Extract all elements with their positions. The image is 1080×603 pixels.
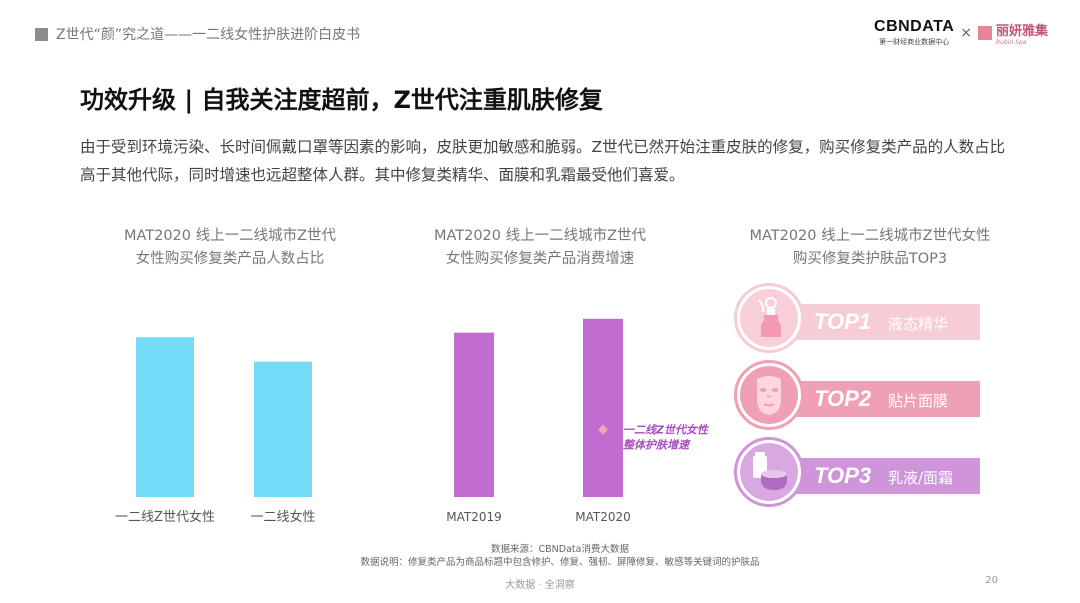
- data-note: 数据说明：修复类产品为商品标题中包含修护、修复、强韧、屏障修复、敏感等关键词的护…: [360, 557, 760, 568]
- serum-bottle-icon: [758, 297, 781, 337]
- chart1-bar-2: [254, 361, 312, 497]
- page-title: 功效升级 | 自我关注度超前，Z世代注重肌肤修复: [80, 86, 603, 114]
- square-bullet-icon: [35, 27, 48, 41]
- rank-circle: [734, 437, 804, 507]
- chart2-marker-label: 整体护肤增速: [623, 439, 691, 452]
- chart3-title: MAT2020 线上一二线城市Z世代女性 购买修复类护肤品TOP3: [749, 228, 991, 267]
- cbndata-logo-subtext: 第一财经商业数据中心: [879, 38, 950, 46]
- chart2-marker-label: 一二线Z世代女性: [623, 424, 710, 437]
- breadcrumb: Z世代“颜”究之道——一二线女性护肤进阶白皮书: [56, 27, 361, 43]
- chart2-bar-1: [454, 332, 494, 497]
- rank-label: TOP2: [814, 386, 872, 411]
- chart2-bar-2: [583, 318, 623, 497]
- rank-circle: [734, 360, 804, 430]
- chart2-growth-marker: [598, 424, 608, 435]
- chart1-category-label: 一二线女性: [250, 509, 315, 525]
- rank-label: TOP3: [814, 463, 872, 488]
- rank-item-top2: TOP2 贴片面膜: [734, 360, 984, 430]
- page-number: 20: [985, 575, 998, 586]
- cream-jar-icon: [753, 452, 787, 490]
- page-description: 由于受到环境污染、长时间佩戴口罩等因素的影响，皮肤更加敏感和脆弱。Z世代已然开始…: [80, 138, 1006, 184]
- logo-group: CBNDATA 第一财经商业数据中心 × 丽妍雅集 Rubin Spa: [874, 18, 1048, 47]
- face-mask-icon: [757, 376, 781, 415]
- lyj-logo: 丽妍雅集 Rubin Spa: [977, 20, 1048, 46]
- breadcrumb-bar: Z世代“颜”究之道——一二线女性护肤进阶白皮书: [35, 24, 360, 44]
- logo-separator: ×: [960, 24, 972, 41]
- lyj-logo-mark-icon: [977, 25, 992, 40]
- rank-product-name: 液态精华: [888, 315, 949, 333]
- chart2-category-label: MAT2019: [446, 510, 502, 524]
- lyj-logo-subtext: Rubin Spa: [995, 38, 1027, 46]
- rank-item-top1: TOP1 液态精华: [734, 283, 984, 353]
- cbndata-logo: CBNDATA 第一财经商业数据中心: [874, 18, 954, 47]
- data-source: 数据来源：CBNData消费大数据: [491, 544, 629, 555]
- rank-circle: [734, 283, 804, 353]
- rank-product-name: 乳液/面霜: [888, 469, 954, 487]
- chart1-bar-1: [136, 337, 194, 497]
- lyj-logo-text: 丽妍雅集: [995, 23, 1048, 39]
- chart1-category-label: 一二线Z世代女性: [115, 509, 215, 525]
- chart2-category-label: MAT2020: [575, 510, 631, 524]
- footer-tagline: 大数据 · 全洞察: [505, 580, 575, 591]
- rank-product-name: 贴片面膜: [888, 392, 949, 410]
- cbndata-logo-text: CBNDATA: [874, 18, 955, 35]
- rank-item-top3: TOP3 乳液/面霜: [734, 437, 984, 507]
- chart2-title: MAT2020 线上一二线城市Z世代 女性购买修复类产品消费增速: [433, 228, 647, 267]
- rank-label: TOP1: [814, 309, 872, 334]
- chart1-title: MAT2020 线上一二线城市Z世代 女性购买修复类产品人数占比: [123, 228, 337, 267]
